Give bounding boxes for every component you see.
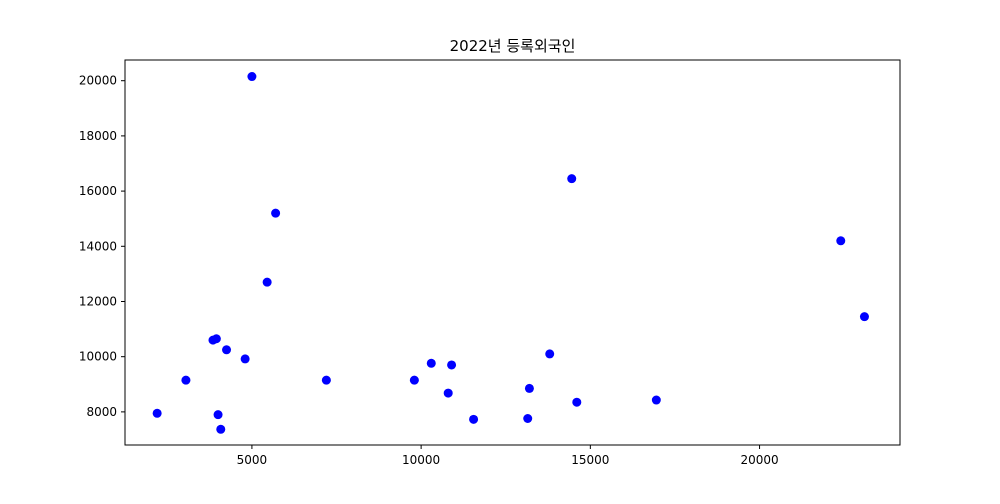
data-point [469, 414, 479, 424]
axes-layer: 5000 10000 15000 20000 8000 10000 12000 14000 16… [79, 59, 901, 467]
data-point [213, 410, 223, 420]
y-tick-label: 16000 [79, 184, 117, 198]
data-point [523, 414, 533, 424]
data-point [836, 236, 846, 246]
y-tick-label: 14000 [79, 239, 117, 253]
data-point [152, 408, 162, 418]
data-point [859, 312, 869, 322]
data-point [545, 349, 555, 359]
data-point [524, 383, 534, 393]
data-point [321, 375, 331, 385]
data-point [271, 208, 281, 218]
data-point [572, 397, 582, 407]
points-layer [152, 72, 869, 434]
data-point [443, 388, 453, 398]
data-point [211, 334, 221, 344]
data-point [567, 174, 577, 184]
y-tick-label: 8000 [86, 405, 117, 419]
x-tick-label: 15000 [571, 453, 609, 467]
data-point [426, 358, 436, 368]
y-tick-label: 12000 [79, 294, 117, 308]
y-tick-label: 18000 [79, 129, 117, 143]
x-tick-label: 5000 [237, 453, 268, 467]
data-point [409, 375, 419, 385]
chart-title: 2022년 등록외국인 [450, 37, 576, 55]
x-tick-label: 10000 [402, 453, 440, 467]
plot-frame [124, 59, 901, 446]
data-point [240, 354, 250, 364]
data-point [181, 375, 191, 385]
data-point [216, 424, 226, 434]
y-tick-label: 10000 [79, 350, 117, 364]
data-point [447, 360, 457, 370]
x-tick-label: 20000 [740, 453, 778, 467]
data-point [651, 395, 661, 405]
data-point [247, 72, 257, 82]
data-point [222, 345, 232, 355]
data-point [262, 277, 272, 287]
y-tick-label: 20000 [79, 74, 117, 88]
